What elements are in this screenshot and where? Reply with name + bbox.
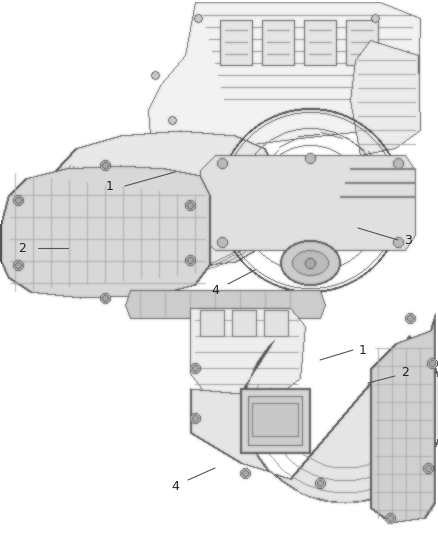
Text: 1: 1 [106, 180, 114, 192]
Text: 4: 4 [211, 284, 219, 296]
Text: 1: 1 [359, 343, 367, 357]
Text: 3: 3 [404, 233, 412, 246]
Text: 2: 2 [401, 367, 409, 379]
Text: 4: 4 [171, 480, 179, 492]
Text: 2: 2 [18, 241, 26, 254]
